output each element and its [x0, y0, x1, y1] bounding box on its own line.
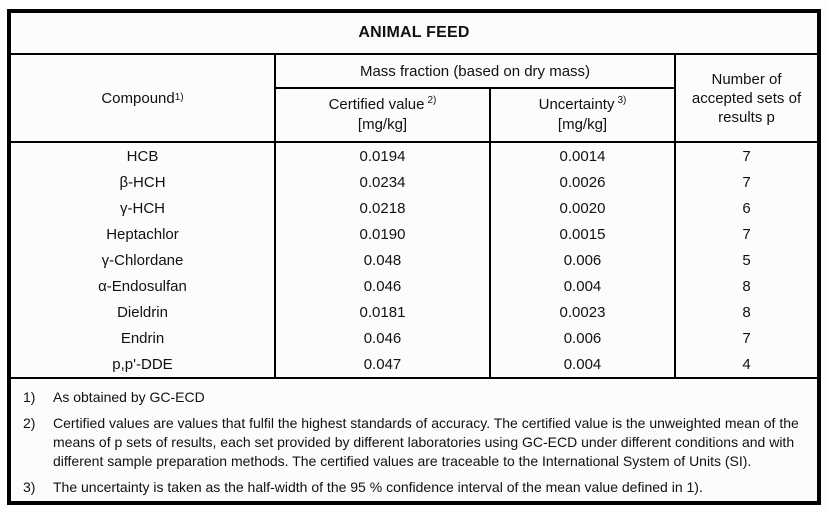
- compound-header-label: Compound: [101, 89, 175, 107]
- mass-fraction-header-label: Mass fraction (based on dry mass): [359, 62, 591, 80]
- table-body: HCB 0.0194 0.0014 7 β-HCH 0.0234 0.0026 …: [11, 143, 817, 379]
- certified-footnote-ref: 2): [427, 95, 437, 106]
- uncertainty-footnote-ref: 3): [617, 95, 627, 106]
- footnote-2-text: Certified values are values that fulfil …: [53, 415, 799, 469]
- column-header-certified-value: Certified value 2) [mg/kg]: [276, 89, 491, 141]
- cell-certified-value: 0.0181: [276, 299, 491, 325]
- cell-certified-value: 0.0194: [276, 143, 491, 169]
- cell-accepted-sets: 5: [742, 251, 751, 269]
- cell-compound: Endrin: [11, 325, 276, 351]
- column-header-compound: Compound 1): [11, 55, 276, 141]
- cell-uncertainty: 0.006: [491, 325, 676, 351]
- footnote-3-text: The uncertainty is taken as the half-wid…: [53, 479, 703, 495]
- uncertainty-unit: [mg/kg]: [557, 116, 608, 133]
- certified-value-header-label: Certified value 2): [328, 95, 437, 114]
- cell-compound: γ-HCH: [11, 195, 276, 221]
- cell-accepted-sets: 7: [742, 173, 751, 191]
- footnote-1-marker: 1): [23, 389, 36, 405]
- column-header-accepted-sets: Number of accepted sets of results p: [676, 55, 817, 141]
- cell-compound: p,p'-DDE: [11, 351, 276, 377]
- column-header-mass-fraction: Mass fraction (based on dry mass): [276, 55, 676, 89]
- cell-certified-value: 0.0218: [276, 195, 491, 221]
- cell-accepted-sets: 7: [742, 147, 751, 165]
- cell-accepted-sets: 7: [742, 329, 751, 347]
- cell-certified-value: 0.048: [276, 247, 491, 273]
- footnote-3: 3) The uncertainty is taken as the half-…: [23, 478, 809, 497]
- cell-compound: γ-Chlordane: [11, 247, 276, 273]
- footnote-2: 2) Certified values are values that fulf…: [23, 414, 809, 471]
- footnote-1: 1) As obtained by GC-ECD: [23, 388, 809, 407]
- cell-uncertainty: 0.004: [491, 273, 676, 299]
- cell-uncertainty: 0.0015: [491, 221, 676, 247]
- column-header-uncertainty: Uncertainty 3) [mg/kg]: [491, 89, 676, 141]
- certificate-table: ANIMAL FEED Compound 1) Mass fraction (ba…: [7, 9, 821, 505]
- cell-certified-value: 0.0234: [276, 169, 491, 195]
- cell-compound: Heptachlor: [11, 221, 276, 247]
- cell-compound: Dieldrin: [11, 299, 276, 325]
- cell-compound: α-Endosulfan: [11, 273, 276, 299]
- cell-uncertainty: 0.006: [491, 247, 676, 273]
- table-title: ANIMAL FEED: [11, 13, 817, 55]
- cell-accepted-sets: 7: [742, 225, 751, 243]
- cell-uncertainty: 0.0020: [491, 195, 676, 221]
- cell-accepted-sets: 8: [742, 303, 751, 321]
- cell-compound: β-HCH: [11, 169, 276, 195]
- table-header: Compound 1) Mass fraction (based on dry m…: [11, 55, 817, 143]
- uncertainty-header-label: Uncertainty 3): [538, 95, 627, 114]
- cell-uncertainty: 0.0023: [491, 299, 676, 325]
- footnote-1-text: As obtained by GC-ECD: [53, 389, 205, 405]
- cell-certified-value: 0.046: [276, 273, 491, 299]
- cell-certified-value: 0.0190: [276, 221, 491, 247]
- cell-accepted-sets: 6: [742, 199, 751, 217]
- accepted-sets-header-label: Number of accepted sets of results p: [691, 70, 802, 126]
- cell-uncertainty: 0.0014: [491, 143, 676, 169]
- certified-value-unit: [mg/kg]: [357, 116, 408, 133]
- footnotes-section: 1) As obtained by GC-ECD 2) Certified va…: [11, 379, 817, 497]
- cell-compound: HCB: [11, 143, 276, 169]
- cell-uncertainty: 0.0026: [491, 169, 676, 195]
- cell-certified-value: 0.047: [276, 351, 491, 377]
- cell-accepted-sets: 8: [742, 277, 751, 295]
- cell-uncertainty: 0.004: [491, 351, 676, 377]
- footnote-2-marker: 2): [23, 415, 36, 431]
- footnote-3-marker: 3): [23, 479, 36, 495]
- cell-accepted-sets: 4: [742, 355, 751, 373]
- cell-certified-value: 0.046: [276, 325, 491, 351]
